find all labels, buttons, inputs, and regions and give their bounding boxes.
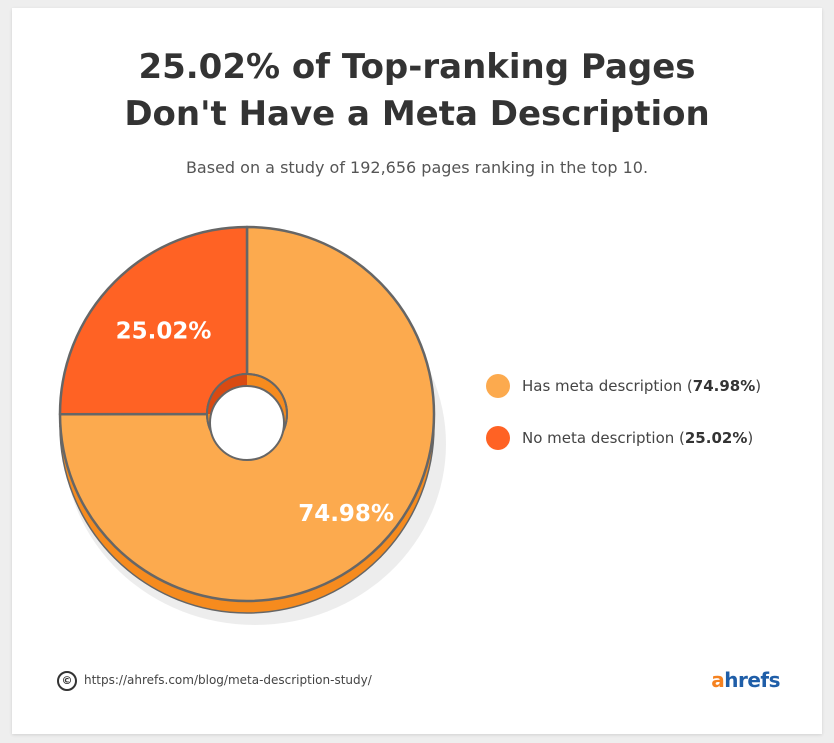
slice-label-1: 25.02% bbox=[116, 319, 212, 345]
slice-0 bbox=[58, 225, 436, 603]
legend-text-no: No meta description (25.02%) bbox=[522, 429, 753, 447]
slice-label-0: 74.98% bbox=[298, 501, 394, 527]
legend-label-no: No meta description ( bbox=[522, 429, 685, 447]
legend-value-has: 74.98% bbox=[692, 377, 756, 395]
logo-a: a bbox=[711, 668, 725, 692]
legend-dot-no bbox=[486, 426, 510, 450]
legend: Has meta description (74.98%) No meta de… bbox=[486, 372, 761, 476]
ahrefs-logo: ahrefs bbox=[711, 668, 780, 692]
logo-rest: hrefs bbox=[724, 668, 780, 692]
legend-value-no: 25.02% bbox=[684, 429, 748, 447]
legend-suffix-no: ) bbox=[747, 429, 754, 447]
chart-title-line-1: 25.02% of Top-ranking Pages bbox=[138, 47, 696, 87]
source-url[interactable]: https://ahrefs.com/blog/meta-description… bbox=[84, 673, 372, 687]
legend-item-has: Has meta description (74.98%) bbox=[486, 372, 761, 400]
slice-1 bbox=[58, 225, 249, 416]
hole-center bbox=[209, 385, 285, 461]
chart-subtitle: Based on a study of 192,656 pages rankin… bbox=[185, 158, 649, 177]
legend-label-has: Has meta description ( bbox=[522, 377, 693, 395]
legend-text-has: Has meta description (74.98%) bbox=[522, 377, 761, 395]
chart-title-line-2: Don't Have a Meta Description bbox=[124, 94, 710, 134]
copyright-icon: © bbox=[57, 671, 77, 691]
legend-item-no: No meta description (25.02%) bbox=[486, 424, 761, 452]
legend-suffix-has: ) bbox=[755, 377, 762, 395]
chart-title: 25.02% of Top-ranking Pages Don't Have a… bbox=[0, 44, 834, 138]
legend-dot-has bbox=[486, 374, 510, 398]
